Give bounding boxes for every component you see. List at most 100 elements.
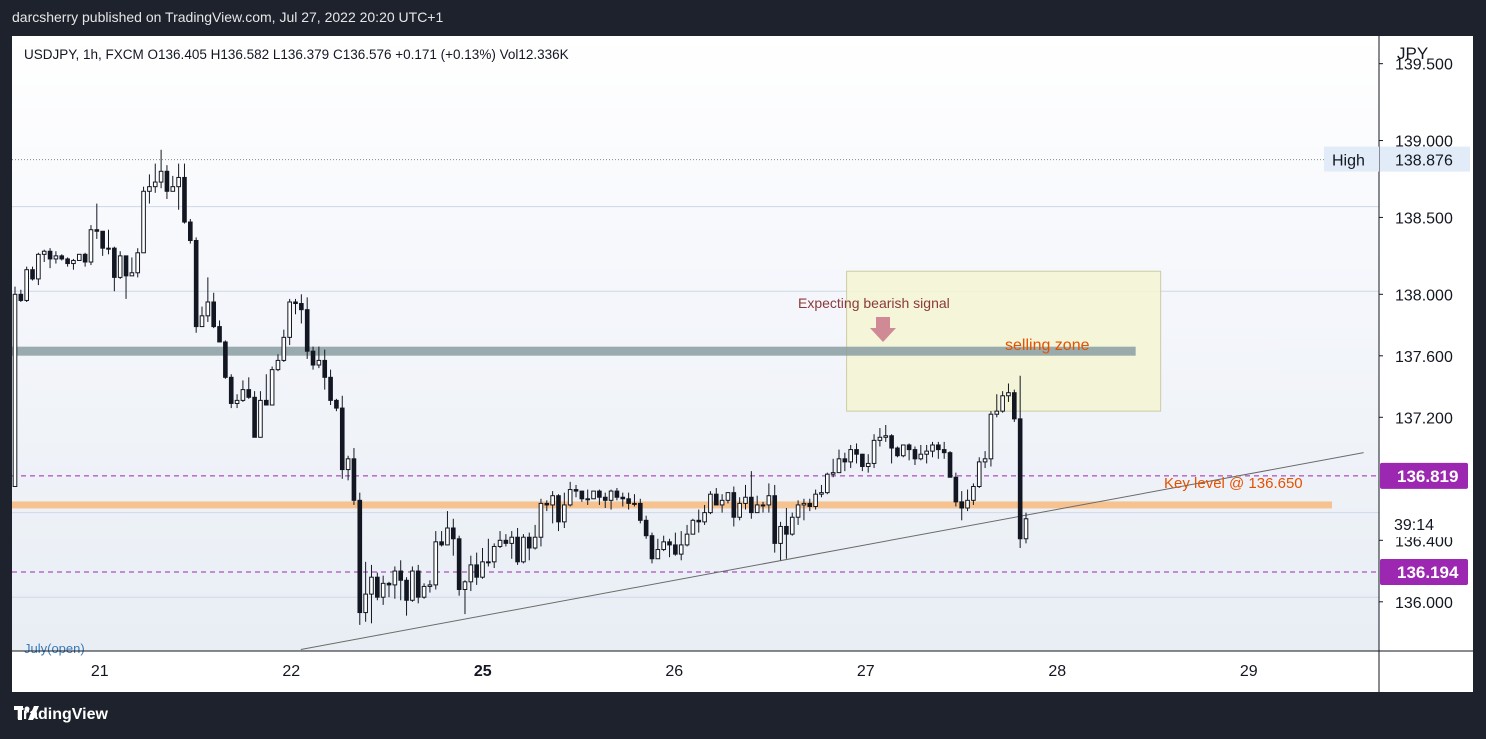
candle-body-down <box>906 444 912 451</box>
x-tick-label: 21 <box>91 663 109 680</box>
resistance-band <box>12 346 1136 356</box>
candle-body-up <box>924 450 929 455</box>
candle <box>632 494 637 507</box>
candle-body-up <box>591 490 596 500</box>
y-tick-label: 136.000 <box>1395 595 1453 612</box>
candle-body-up <box>532 536 538 549</box>
candle <box>375 572 380 601</box>
candle <box>334 398 339 412</box>
candle-body-up <box>795 504 801 518</box>
candle-body-down <box>450 527 456 540</box>
candle <box>88 225 94 266</box>
candle-body-down <box>304 309 310 352</box>
candle-body-down <box>263 399 269 406</box>
publish-caption: darcsherry published on TradingView.com,… <box>12 9 444 25</box>
candle <box>708 491 713 515</box>
candle <box>275 354 281 372</box>
candle <box>188 218 193 244</box>
candle <box>170 175 176 192</box>
key-level-label: Key level @ 136.650 <box>1164 475 1303 492</box>
candle-body-down <box>228 376 234 404</box>
brand-name: TradingView <box>14 706 108 723</box>
candle-body-down <box>895 447 900 457</box>
candle <box>567 481 573 507</box>
candle <box>649 532 655 564</box>
candle-body-down <box>474 564 479 578</box>
candle-body-down <box>246 389 252 398</box>
candle <box>76 253 82 261</box>
candle-body-down <box>941 449 947 454</box>
candle-body-up <box>743 496 748 504</box>
candle-body-up <box>789 516 795 535</box>
tradingview-brand[interactable]: TradingView <box>14 706 108 724</box>
candle-body-down <box>947 452 953 478</box>
candle <box>205 277 211 322</box>
candle-body-up <box>41 250 47 255</box>
candle-body-up <box>737 502 742 518</box>
chart-panel[interactable]: Expecting bearish signal selling zone Key … <box>12 36 1473 692</box>
candle-body-down <box>398 570 404 581</box>
candle-body-up <box>433 541 439 586</box>
candle-body-up <box>486 561 491 564</box>
candle <box>918 444 924 461</box>
candle <box>491 543 497 568</box>
candle <box>415 564 421 604</box>
candle-body-up <box>36 253 41 280</box>
candle <box>743 484 748 510</box>
candle <box>53 251 59 264</box>
candle <box>193 237 199 333</box>
candle-body-down <box>375 576 380 598</box>
candle-body-up <box>462 581 468 590</box>
candle-body-up <box>147 186 152 192</box>
candle-body-up <box>766 495 772 506</box>
bearish-signal-annotation: Expecting bearish signal <box>798 295 950 311</box>
candle-body-up <box>141 190 146 254</box>
candle-body-up <box>725 492 731 501</box>
candle <box>678 531 684 561</box>
candle-body-down <box>1017 418 1023 540</box>
candle-body-down <box>18 293 24 301</box>
candle-body-down <box>573 489 579 492</box>
candle-body-down <box>784 525 789 535</box>
candle <box>386 581 392 598</box>
candle <box>147 174 152 204</box>
candle-body-down <box>211 301 217 328</box>
candle <box>351 448 357 505</box>
candle-body-up <box>585 498 591 501</box>
candle <box>234 394 240 409</box>
countdown-label: 39:14 <box>1394 517 1434 534</box>
candle <box>287 298 292 346</box>
candle-body-down <box>123 255 129 277</box>
candle-body-up <box>281 336 287 361</box>
candle-body-down <box>643 519 649 537</box>
candle-body-down <box>515 536 520 563</box>
candle-body-down <box>1012 392 1017 420</box>
candle-body-down <box>30 269 35 280</box>
candle <box>497 531 503 548</box>
candlestick-chart[interactable]: Expecting bearish signal selling zone Key … <box>12 36 1473 692</box>
candle <box>976 457 982 489</box>
y-tick-label: 137.200 <box>1395 410 1453 427</box>
candle-body-down <box>889 435 894 449</box>
candle-body-up <box>994 410 1000 415</box>
candle-body-down <box>620 496 626 500</box>
candle <box>941 441 947 459</box>
y-tick-label: 139.000 <box>1395 134 1453 151</box>
candle <box>550 491 555 524</box>
candle <box>819 484 824 498</box>
candle-body-up <box>965 499 970 509</box>
x-tick-label: 26 <box>665 663 683 680</box>
candle <box>807 498 813 512</box>
candle-body-down <box>112 247 117 278</box>
symbol-ohlc-legend[interactable]: USDJPY, 1h, FXCM O136.405 H136.582 L136.… <box>24 47 569 62</box>
candle-body-down <box>936 444 941 451</box>
candle-body-down <box>456 538 462 591</box>
trendline <box>300 452 1364 650</box>
candle-body-up <box>708 493 713 514</box>
candle-body-up <box>719 499 725 506</box>
candle <box>713 488 719 506</box>
candle <box>246 377 252 399</box>
candle <box>158 149 164 189</box>
candle <box>217 320 222 343</box>
candle-body-down <box>386 582 392 586</box>
